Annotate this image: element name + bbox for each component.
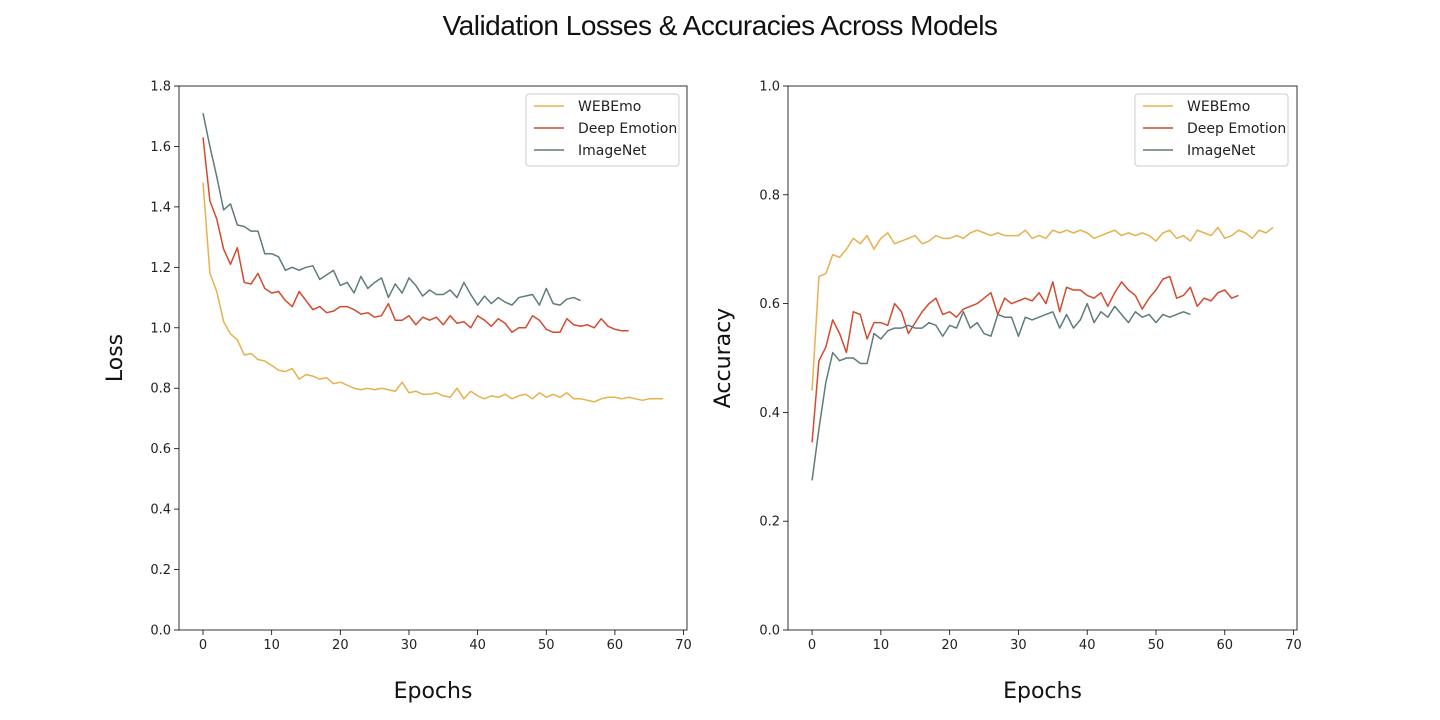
x-tick-label: 60 (607, 638, 624, 653)
x-tick-label: 40 (1079, 638, 1096, 653)
y-axis-label: Loss (103, 334, 128, 382)
accuracy-panel: 0 10 20 30 40 50 60 70 0.0 0.2 0.4 0.6 0.8 1.0 Epochs A… (711, 80, 1302, 705)
x-axis-label: Epochs (1003, 679, 1082, 704)
legend-label-imagenet: ImageNet (1187, 143, 1256, 159)
x-tick-label: 40 (469, 638, 486, 653)
series-line-imagenet (811, 302, 1191, 481)
series-line-deep-emotion (202, 137, 629, 334)
legend-label-webemo: WEBEmo (1187, 99, 1250, 115)
x-tick-label: 60 (1217, 638, 1234, 653)
y-tick-label: 0.8 (150, 382, 171, 397)
y-axis-label: Accuracy (711, 308, 736, 408)
plot-frame (787, 85, 1298, 631)
y-tick-label: 0.2 (759, 515, 780, 530)
x-tick-label: 70 (1285, 638, 1302, 653)
legend-label-deep-emotion: Deep Emotion (1187, 121, 1286, 137)
x-tick-label: 70 (675, 638, 692, 653)
x-tick-label: 20 (941, 638, 958, 653)
y-tick-label: 0.2 (150, 563, 171, 578)
y-tick-label: 0.0 (759, 624, 780, 639)
y-tick-label: 0.6 (759, 297, 780, 312)
figure-title: Validation Losses & Accuracies Across Mo… (442, 10, 998, 41)
series-line-webemo (202, 182, 663, 403)
y-tick-label: 1.8 (150, 80, 171, 95)
series-line-imagenet (202, 113, 581, 306)
legend: WEBEmo Deep Emotion ImageNet (1134, 93, 1289, 167)
plot-frame (178, 85, 688, 631)
y-tick-label: 0.0 (150, 624, 171, 639)
y-tick-label: 1.4 (150, 200, 171, 215)
y-tick-label: 1.0 (150, 321, 171, 336)
x-tick-label: 0 (808, 638, 816, 653)
legend-label-deep-emotion: Deep Emotion (578, 121, 677, 137)
x-tick-label: 0 (199, 638, 207, 653)
y-tick-label: 1.0 (759, 80, 780, 95)
x-tick-label: 10 (873, 638, 890, 653)
x-tick-label: 50 (1148, 638, 1165, 653)
legend: WEBEmo Deep Emotion ImageNet (525, 93, 680, 167)
y-tick-label: 1.2 (150, 261, 171, 276)
legend-box (525, 93, 680, 167)
loss-panel: 0 10 20 30 40 50 60 70 0.0 0.2 0.4 0.6 0.8 1.0 1.2 1.4 1… (103, 80, 692, 705)
x-tick-label: 30 (1010, 638, 1027, 653)
x-tick-label: 10 (263, 638, 280, 653)
x-tick-label: 50 (538, 638, 555, 653)
y-tick-label: 1.6 (150, 140, 171, 155)
series-line-webemo (811, 226, 1274, 391)
y-tick-label: 0.4 (150, 503, 171, 518)
legend-label-webemo: WEBEmo (578, 99, 641, 115)
series-line-deep-emotion (811, 275, 1239, 443)
y-tick-label: 0.4 (759, 406, 780, 421)
x-tick-label: 30 (401, 638, 418, 653)
legend-label-imagenet: ImageNet (578, 143, 647, 159)
legend-box (1134, 93, 1289, 167)
y-tick-label: 0.6 (150, 442, 171, 457)
x-tick-label: 20 (332, 638, 349, 653)
y-tick-label: 0.8 (759, 188, 780, 203)
x-axis-label: Epochs (394, 679, 473, 704)
